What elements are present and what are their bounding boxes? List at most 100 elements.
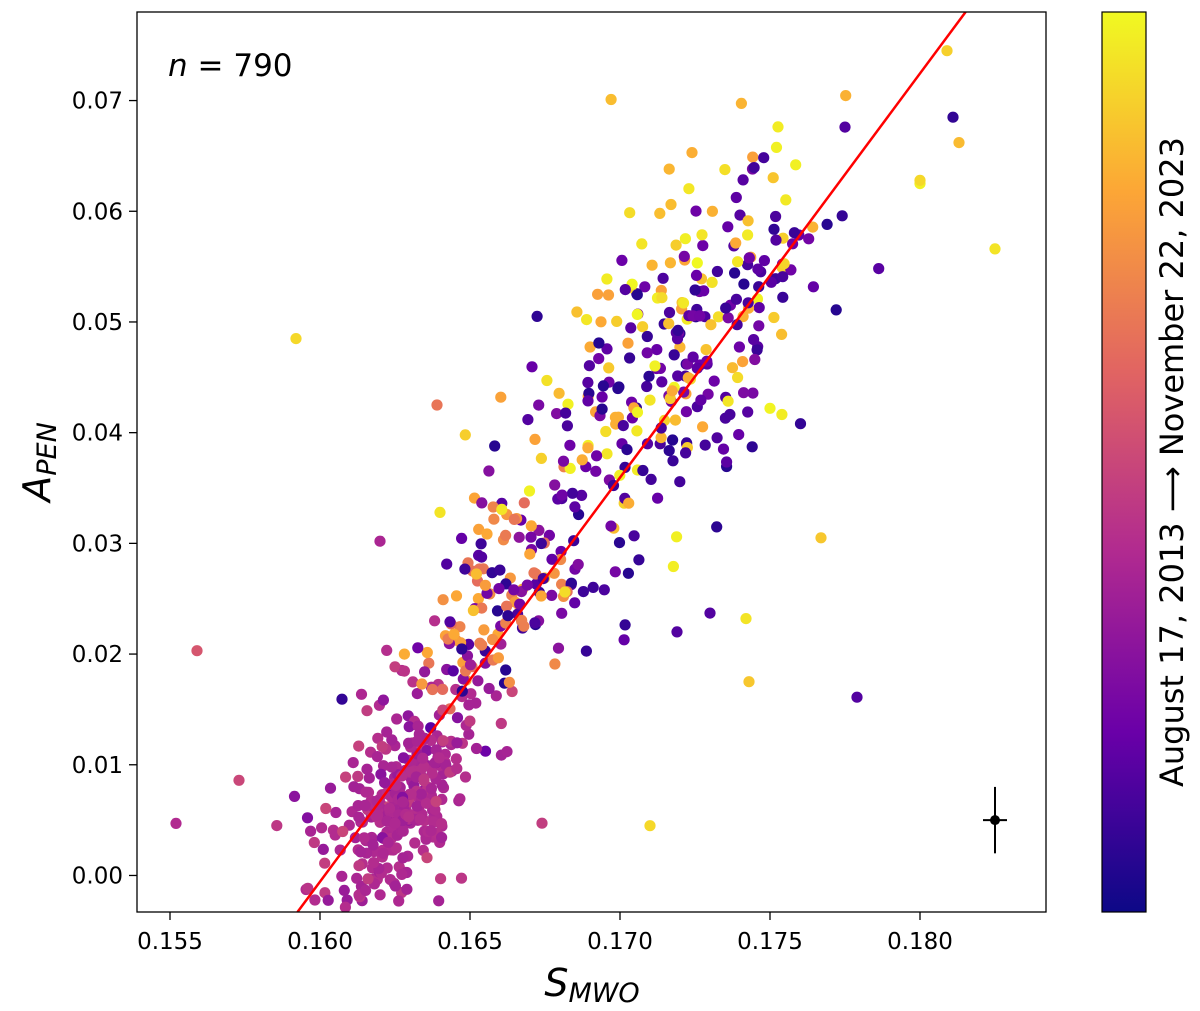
scatter-point [506, 685, 518, 698]
scatter-point [441, 558, 453, 570]
scatter-point [641, 347, 653, 359]
colorbar [1101, 11, 1147, 913]
scatter-point [411, 735, 423, 747]
scatter-point [501, 746, 513, 758]
scatter-point [722, 395, 734, 407]
scatter-point [678, 250, 690, 262]
error-bar-point [990, 815, 1000, 826]
scatter-point [412, 720, 424, 732]
scatter-point [508, 584, 520, 596]
scatter-point [334, 844, 346, 856]
scatter-point [742, 215, 754, 227]
scatter-point [705, 319, 717, 331]
scatter-point [552, 642, 565, 654]
scatter-point [807, 281, 820, 293]
scatter-point [444, 616, 456, 628]
scatter-point [389, 880, 401, 892]
scatter-point [694, 310, 706, 322]
scatter-point [348, 781, 360, 793]
scatter-point [381, 726, 393, 738]
scatter-point [363, 772, 375, 784]
scatter-point [772, 121, 784, 133]
scatter-point [561, 420, 574, 432]
scatter-point [483, 465, 495, 477]
scatter-point [768, 311, 780, 324]
scatter-point [476, 497, 488, 509]
scatter-point [590, 465, 602, 477]
scatter-point [487, 501, 499, 513]
scatter-point [686, 147, 698, 159]
scatter-point [396, 868, 408, 881]
scatter-point [491, 605, 504, 617]
scatter-point [751, 344, 763, 356]
scatter-point [597, 380, 610, 392]
scatter-point [711, 265, 724, 278]
scatter-point [732, 256, 744, 268]
scatter-point [389, 817, 401, 829]
scatter-point [488, 513, 500, 525]
scatter-point [518, 620, 530, 632]
scatter-point [191, 645, 203, 657]
x-tick-label: 0.180 [887, 929, 953, 955]
scatter-point [646, 259, 658, 271]
scatter-point [637, 464, 649, 477]
scatter-point [721, 456, 733, 468]
y-tick-label: 0.01 [72, 753, 123, 779]
scatter-point [645, 473, 657, 485]
scatter-point [433, 895, 445, 907]
scatter-point [425, 783, 437, 795]
scatter-point [317, 843, 329, 856]
scatter-point [324, 782, 337, 794]
scatter-point [495, 391, 507, 403]
scatter-point [830, 304, 842, 316]
scatter-point [470, 742, 483, 755]
scatter-point [526, 361, 538, 373]
scatter-point [748, 334, 760, 346]
scatter-point [556, 489, 568, 501]
scatter-point [419, 666, 431, 678]
scatter-point [576, 454, 588, 466]
scatter-point [677, 297, 690, 309]
scatter-point [770, 141, 783, 153]
scatter-point [371, 751, 383, 763]
scatter-point [435, 873, 447, 885]
scatter-point [528, 567, 540, 579]
scatter-point [523, 485, 536, 497]
scatter-point [437, 594, 449, 606]
scatter-point [372, 809, 384, 821]
scatter-point [596, 391, 608, 403]
scatter-point [479, 745, 492, 757]
x-tick-label: 0.165 [437, 929, 503, 955]
scatter-point [411, 800, 423, 812]
scatter-point [657, 272, 669, 284]
scatter-point [655, 432, 667, 444]
scatter-point [361, 763, 373, 775]
scatter-point [535, 452, 548, 464]
scatter-point [706, 205, 719, 217]
scatter-point [711, 521, 723, 533]
scatter-point [522, 414, 534, 426]
scatter-point [953, 137, 965, 149]
y-tick-label: 0.06 [72, 199, 123, 225]
scatter-point [576, 489, 588, 501]
scatter-point [687, 351, 699, 363]
scatter-point [464, 659, 477, 671]
scatter-point [336, 870, 348, 882]
scatter-point [667, 434, 679, 446]
scatter-point [360, 786, 372, 798]
scatter-point [421, 852, 433, 864]
scatter-point [360, 884, 372, 897]
scatter-point [720, 302, 732, 314]
scatter-point [361, 705, 373, 717]
scatter-point [753, 302, 765, 314]
scatter-point [397, 852, 409, 864]
scatter-point [403, 737, 415, 749]
scatter-point [717, 443, 730, 455]
scatter-point [697, 421, 709, 433]
scatter-point [582, 376, 594, 389]
scatter-point [631, 289, 643, 301]
scatter-point [914, 174, 926, 186]
scatter-point [345, 914, 356, 925]
scatter-point [776, 408, 788, 421]
